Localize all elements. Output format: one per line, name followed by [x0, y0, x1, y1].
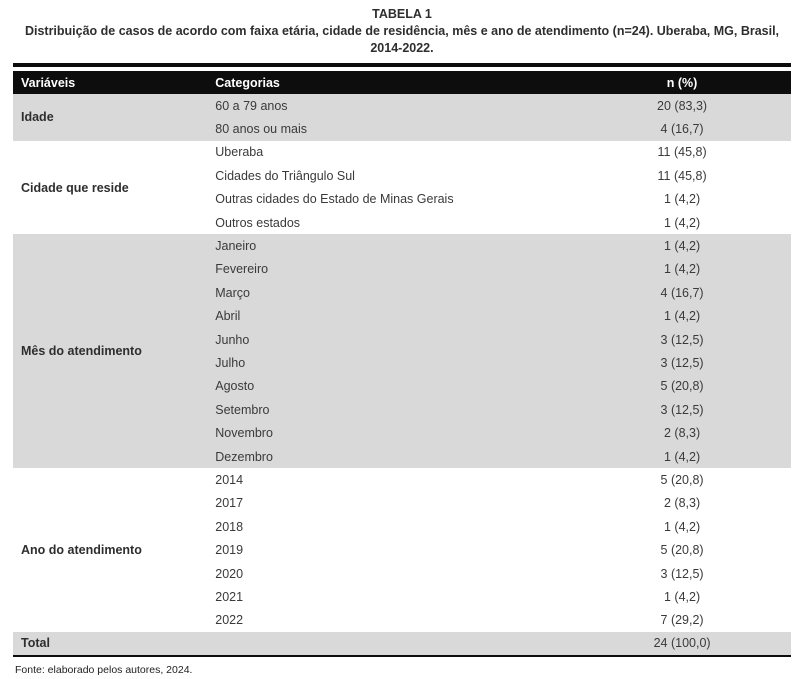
category-cell: Outros estados: [215, 215, 301, 230]
category-cell: Cidades do Triângulo Sul: [215, 168, 355, 183]
category-cell: Agosto: [215, 374, 574, 399]
value-cell: 20 (83,3): [573, 94, 791, 118]
table-header-row: Variáveis Categorias n (%): [13, 71, 791, 94]
table-row: Abril 1 (4,2): [13, 304, 791, 328]
value-cell: 11 (45,8): [657, 168, 707, 183]
bottom-rule: [13, 654, 791, 658]
value-cell: 1 (4,2): [573, 444, 791, 469]
table-row: Dezembro 1 (4,2): [13, 444, 791, 469]
table-row: 2022 7 (29,2): [13, 609, 791, 632]
variable-cell: Mês do atendimento: [13, 234, 216, 469]
category-cell: Junho: [215, 327, 574, 352]
variable-cell: Ano do atendimento: [21, 543, 142, 558]
variable-cell: Idade: [13, 94, 216, 141]
category-cell: 2018: [215, 519, 244, 534]
table-row: Cidades do Triângulo Sul 11 (45,8): [13, 164, 791, 187]
total-value-cell: 24 (100,0): [573, 631, 791, 655]
value-cell: 11 (45,8): [657, 145, 707, 160]
category-cell: Janeiro: [215, 234, 574, 258]
table-subtitle: Distribuição de casos de acordo com faix…: [24, 24, 780, 55]
value-cell: 3 (12,5): [573, 327, 791, 352]
table-row: 2018 1 (4,2): [13, 515, 791, 538]
table-row: Julho 3 (12,5): [13, 351, 791, 375]
category-cell: 2020: [215, 566, 244, 581]
value-cell: 4 (16,7): [573, 281, 791, 305]
value-cell: 5 (20,8): [573, 374, 791, 399]
category-cell: 2019: [215, 543, 244, 558]
value-cell: 1 (4,2): [664, 192, 701, 207]
table-row: Idade 60 a 79 anos 20 (83,3): [13, 94, 791, 141]
data-table: Variáveis Categorias n (%) Idade 60 a 79 …: [13, 71, 791, 655]
value-cell: 3 (12,5): [660, 566, 704, 581]
category-cell: Setembro: [215, 398, 574, 422]
value-cell: 1 (4,2): [573, 234, 791, 258]
value-cell: 5 (20,8): [660, 543, 704, 558]
table-row: Fevereiro 1 (4,2): [13, 257, 791, 282]
category-cell: 2021: [215, 589, 244, 604]
value-cell: 1 (4,2): [664, 215, 701, 230]
category-cell: 80 anos ou mais: [215, 117, 574, 141]
table-title: TABELA 1: [372, 7, 432, 21]
value-cell: 1 (4,2): [664, 589, 701, 604]
value-cell: 4 (16,7): [573, 117, 791, 141]
total-empty-cell: [215, 631, 574, 655]
category-cell: 2014: [215, 472, 244, 487]
category-cell: Março: [215, 281, 574, 305]
table-row: Outros estados 1 (4,2): [13, 211, 791, 234]
category-cell: Dezembro: [215, 444, 574, 469]
value-cell: 1 (4,2): [573, 257, 791, 282]
category-cell: Uberaba: [215, 145, 264, 160]
category-cell: 2022: [215, 613, 244, 628]
value-cell: 2 (8,3): [573, 421, 791, 445]
table-row: 2019 5 (20,8): [13, 538, 791, 561]
table-row: 80 anos ou mais 4 (16,7): [13, 117, 791, 141]
value-cell: 5 (20,8): [660, 472, 704, 487]
value-cell: 2 (8,3): [664, 496, 701, 511]
column-header-n-pct: n (%): [573, 71, 791, 94]
table-row: Agosto 5 (20,8): [13, 374, 791, 399]
column-header-categorias: Categorias: [215, 71, 574, 94]
value-cell: 1 (4,2): [664, 519, 701, 534]
total-label-cell: Total: [13, 631, 216, 655]
variable-cell: Cidade que reside: [21, 180, 129, 195]
value-cell: 1 (4,2): [573, 304, 791, 328]
value-cell: 7 (29,2): [660, 613, 704, 628]
table-row: Outras cidades do Estado de Minas Gerais…: [13, 188, 791, 211]
category-cell: Outras cidades do Estado de Minas Gerais: [215, 192, 454, 207]
value-cell: 3 (12,5): [573, 398, 791, 422]
top-rule: [13, 63, 791, 67]
table-row: 2021 1 (4,2): [13, 585, 791, 608]
total-row: Total 24 (100,0): [13, 631, 791, 655]
category-cell: Novembro: [215, 421, 574, 445]
table-row: Mês do atendimento Janeiro 1 (4,2): [13, 234, 791, 469]
table-row: Junho 3 (12,5): [13, 327, 791, 352]
table-row: Ano do atendimento 2014 5 (20,8): [13, 468, 791, 557]
category-cell: 2017: [215, 496, 244, 511]
category-cell: 60 a 79 anos: [215, 94, 574, 118]
table-row: Novembro 2 (8,3): [13, 421, 791, 445]
table-row: Cidade que reside Uberaba 11 (45,8): [13, 141, 791, 194]
table-row: 2017 2 (8,3): [13, 492, 791, 515]
table-caption: TABELA 1 Distribuição de casos de acordo…: [13, 6, 791, 57]
column-header-variaveis: Variáveis: [13, 71, 216, 94]
source-note: Fonte: elaborado pelos autores, 2024.: [15, 664, 193, 677]
table-row: 2020 3 (12,5): [13, 562, 791, 585]
table-row: Setembro 3 (12,5): [13, 398, 791, 422]
value-cell: 3 (12,5): [573, 351, 791, 375]
category-cell: Julho: [215, 351, 574, 375]
category-cell: Fevereiro: [215, 257, 574, 282]
table-row: Março 4 (16,7): [13, 281, 791, 305]
category-cell: Abril: [215, 304, 574, 328]
